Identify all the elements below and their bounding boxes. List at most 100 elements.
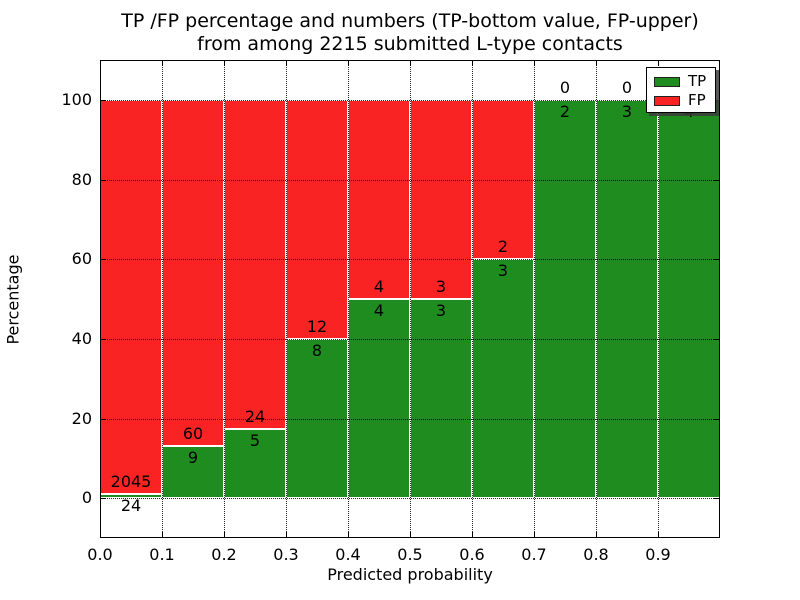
fp-count-label: 12 xyxy=(306,316,328,336)
x-gridline xyxy=(658,60,659,538)
y-tick-mark xyxy=(100,99,106,101)
tp-swatch-icon xyxy=(654,76,680,87)
legend-label-tp: TP xyxy=(688,72,707,90)
fp-count-label: 3 xyxy=(435,277,447,296)
tp-count-label: 8 xyxy=(311,340,323,360)
y-tick-mark-right xyxy=(714,498,720,500)
x-tick-mark xyxy=(162,532,163,538)
x-gridline xyxy=(224,60,225,538)
x-gridline xyxy=(348,60,349,538)
y-tick-mark-right xyxy=(714,338,720,340)
tp-bar-segment xyxy=(410,299,472,499)
y-axis-label: Percentage xyxy=(3,254,23,345)
x-gridline xyxy=(286,60,287,538)
legend-label-fp: FP xyxy=(688,91,706,109)
fp-count-label: 2 xyxy=(497,237,509,257)
fp-count-label: 4 xyxy=(373,277,385,296)
fp-bar-segment xyxy=(162,99,224,447)
x-gridline xyxy=(534,60,535,538)
fp-bar-segment xyxy=(410,99,472,299)
x-tick-mark xyxy=(410,532,411,538)
tp-bar-segment xyxy=(596,99,658,499)
y-tick-mark-right xyxy=(714,259,720,261)
y-tick-mark-right xyxy=(714,99,720,101)
x-tick-mark-top xyxy=(472,60,473,66)
fp-bar-segment xyxy=(224,99,286,430)
fp-bar-segment xyxy=(100,99,162,494)
x-tick-label: 0.8 xyxy=(583,545,609,564)
fp-count-label: 0 xyxy=(621,77,633,97)
y-tick-mark xyxy=(100,179,106,181)
y-tick-mark xyxy=(100,259,106,261)
fp-bar-segment xyxy=(348,99,410,299)
tp-bar-segment xyxy=(658,99,720,499)
x-tick-label: 0.9 xyxy=(645,545,671,564)
x-tick-label: 0.6 xyxy=(459,545,485,564)
x-tick-mark xyxy=(224,532,225,538)
fp-count-label: 60 xyxy=(182,424,204,444)
x-tick-mark xyxy=(348,532,349,538)
y-tick-mark xyxy=(100,338,106,340)
x-tick-mark-top xyxy=(410,60,411,66)
tp-count-label: 3 xyxy=(435,301,447,320)
x-tick-mark-top xyxy=(162,60,163,66)
y-tick-label: 80 xyxy=(71,169,92,189)
fp-bar-segment xyxy=(472,99,534,260)
x-gridline xyxy=(596,60,597,538)
y-tick-mark-right xyxy=(714,179,720,181)
x-tick-mark xyxy=(596,532,597,538)
y-tick-label: 100 xyxy=(61,89,92,109)
tp-count-label: 3 xyxy=(497,261,509,281)
chart-title: TP /FP percentage and numbers (TP-bottom… xyxy=(100,10,720,56)
y-tick-label: 20 xyxy=(71,408,92,428)
x-gridline xyxy=(162,60,163,538)
tp-bar-segment xyxy=(348,299,410,499)
y-tick-label: 0 xyxy=(81,488,92,508)
x-axis-label: Predicted probability xyxy=(327,565,493,584)
x-tick-mark-top xyxy=(534,60,535,66)
x-tick-mark-top xyxy=(658,60,659,66)
chart-title-line-1: TP /FP percentage and numbers (TP-bottom… xyxy=(121,10,699,32)
x-tick-label: 0.2 xyxy=(211,545,237,564)
y-tick-mark-right xyxy=(714,418,720,420)
fp-bar-segment xyxy=(286,99,348,339)
fp-swatch-icon xyxy=(654,95,680,106)
x-tick-label: 0.7 xyxy=(521,545,547,564)
y-tick-label: 40 xyxy=(71,328,92,348)
tp-count-label: 2 xyxy=(559,101,571,121)
tp-count-label: 24 xyxy=(120,495,142,515)
tp-bar-segment xyxy=(472,259,534,499)
x-tick-label: 0.0 xyxy=(87,545,113,564)
tp-bar-segment xyxy=(162,446,224,499)
x-tick-label: 0.5 xyxy=(397,545,423,564)
legend-entry-fp: FP xyxy=(654,92,715,109)
x-tick-mark-top xyxy=(100,60,101,66)
x-tick-mark-top xyxy=(286,60,287,66)
fp-count-label: 24 xyxy=(244,407,266,427)
tp-bar-segment xyxy=(534,99,596,499)
x-tick-mark xyxy=(534,532,535,538)
tp-count-label: 5 xyxy=(249,431,261,451)
x-tick-label: 0.3 xyxy=(273,545,299,564)
x-tick-mark xyxy=(658,532,659,538)
x-gridline xyxy=(410,60,411,538)
x-tick-label: 0.4 xyxy=(335,545,361,564)
x-tick-mark xyxy=(472,532,473,538)
chart-title-line-2: from among 2215 submitted L-type contact… xyxy=(197,33,623,55)
x-tick-label: 0.1 xyxy=(149,545,175,564)
x-tick-mark-top xyxy=(596,60,597,66)
x-gridline xyxy=(472,60,473,538)
y-tick-mark xyxy=(100,498,106,500)
legend: TP FP xyxy=(646,67,716,113)
y-tick-mark xyxy=(100,418,106,420)
x-tick-mark-top xyxy=(224,60,225,66)
legend-entry-tp: TP xyxy=(654,73,715,90)
tp-count-label: 3 xyxy=(621,101,633,121)
x-tick-mark xyxy=(100,532,101,538)
tp-count-label: 9 xyxy=(187,448,199,468)
fp-count-label: 0 xyxy=(559,77,571,97)
tp-count-label: 4 xyxy=(373,301,385,320)
x-tick-mark-top xyxy=(348,60,349,66)
fp-count-label: 2045 xyxy=(110,471,152,491)
